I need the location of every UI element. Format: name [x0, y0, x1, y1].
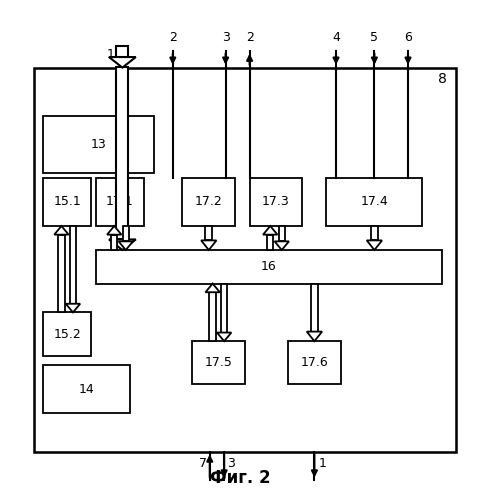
Polygon shape [263, 226, 277, 234]
Bar [371, 226, 378, 240]
Bar [58, 234, 65, 312]
Text: 7: 7 [199, 457, 206, 470]
Bar [43, 116, 154, 173]
Bar [205, 226, 212, 240]
Bar [70, 226, 76, 304]
Polygon shape [367, 240, 382, 250]
Bar [221, 284, 228, 333]
Text: 8: 8 [438, 72, 446, 86]
Polygon shape [307, 332, 322, 341]
Bar [43, 178, 91, 226]
Text: 1: 1 [319, 457, 327, 470]
Polygon shape [109, 57, 136, 68]
Polygon shape [107, 226, 121, 234]
Bar [192, 341, 245, 384]
Polygon shape [66, 304, 80, 312]
Bar [326, 178, 422, 226]
Bar [278, 226, 285, 242]
Bar [182, 178, 235, 226]
Text: 16: 16 [261, 260, 276, 274]
Bar [43, 312, 91, 356]
Text: 17.3: 17.3 [262, 196, 290, 208]
Text: 13: 13 [91, 138, 106, 151]
Bar [96, 178, 144, 226]
Polygon shape [205, 284, 220, 292]
Bar [267, 234, 274, 250]
Text: 2: 2 [169, 30, 177, 44]
Text: 2: 2 [246, 30, 253, 44]
Text: 3: 3 [222, 30, 229, 44]
Text: 14: 14 [79, 382, 94, 396]
Text: Фиг. 2: Фиг. 2 [210, 469, 270, 487]
Polygon shape [217, 332, 231, 341]
Bar [209, 292, 216, 341]
Text: 5: 5 [371, 30, 378, 44]
Bar [34, 68, 456, 452]
Bar [96, 250, 442, 284]
Polygon shape [54, 226, 69, 234]
Bar [116, 46, 129, 57]
Polygon shape [201, 240, 216, 250]
Text: 4: 4 [332, 30, 340, 44]
Polygon shape [119, 242, 133, 250]
Bar [311, 284, 318, 332]
Bar [111, 234, 118, 250]
Text: 15.1: 15.1 [53, 196, 81, 208]
Text: 17.1: 17.1 [106, 196, 134, 208]
Bar [250, 178, 302, 226]
Polygon shape [275, 242, 289, 250]
Text: 15.2: 15.2 [53, 328, 81, 340]
Bar [43, 365, 130, 413]
Text: 1: 1 [107, 48, 114, 62]
Text: 17.6: 17.6 [300, 356, 328, 370]
Bar [122, 226, 129, 242]
Polygon shape [109, 240, 136, 250]
Bar [288, 341, 341, 384]
Text: 6: 6 [404, 30, 412, 44]
Text: 17.2: 17.2 [195, 196, 223, 208]
Text: 17.5: 17.5 [204, 356, 232, 370]
Text: 3: 3 [228, 457, 235, 470]
Text: 17.4: 17.4 [360, 196, 388, 208]
Bar [116, 67, 129, 240]
